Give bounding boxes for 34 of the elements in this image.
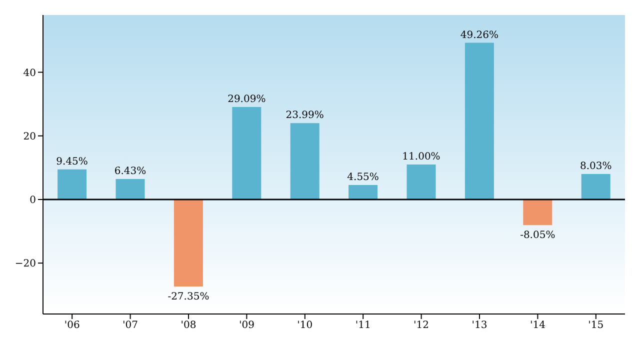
bar: [174, 199, 203, 286]
y-tick-label: 20: [23, 131, 36, 142]
data-label: -8.05%: [520, 230, 556, 242]
x-tick-label: '15: [588, 320, 604, 332]
data-label: 8.03%: [580, 160, 612, 172]
bar: [116, 179, 145, 200]
x-tick-label: '09: [238, 320, 254, 332]
data-label: 23.99%: [286, 110, 324, 122]
bar: [58, 169, 87, 200]
x-tick-label: '10: [297, 320, 313, 332]
y-tick-label: −20: [14, 258, 36, 270]
data-label: 29.09%: [228, 94, 266, 105]
data-label: 11.00%: [402, 152, 440, 162]
bar: [581, 174, 610, 200]
data-label: 4.55%: [347, 172, 379, 184]
x-tick-label: '08: [180, 320, 196, 332]
data-label: 49.26%: [460, 30, 499, 41]
data-label: 6.43%: [114, 166, 146, 178]
bar: [290, 123, 320, 200]
x-tick-label: '12: [414, 320, 430, 332]
y-tick-label: 0: [30, 195, 36, 206]
x-tick-label: '07: [122, 320, 138, 332]
bar: [348, 185, 378, 200]
data-label: 9.45%: [56, 156, 88, 168]
bar: [406, 164, 436, 200]
x-tick-label: '06: [64, 320, 80, 332]
bar: [464, 42, 494, 200]
bar: [523, 199, 552, 226]
y-tick-label: 40: [23, 68, 36, 79]
x-tick-label: '13: [472, 320, 488, 332]
x-tick-label: '11: [355, 320, 371, 332]
bar: [232, 106, 262, 200]
x-tick-label: '14: [530, 320, 546, 332]
data-label: -27.35%: [168, 291, 210, 302]
